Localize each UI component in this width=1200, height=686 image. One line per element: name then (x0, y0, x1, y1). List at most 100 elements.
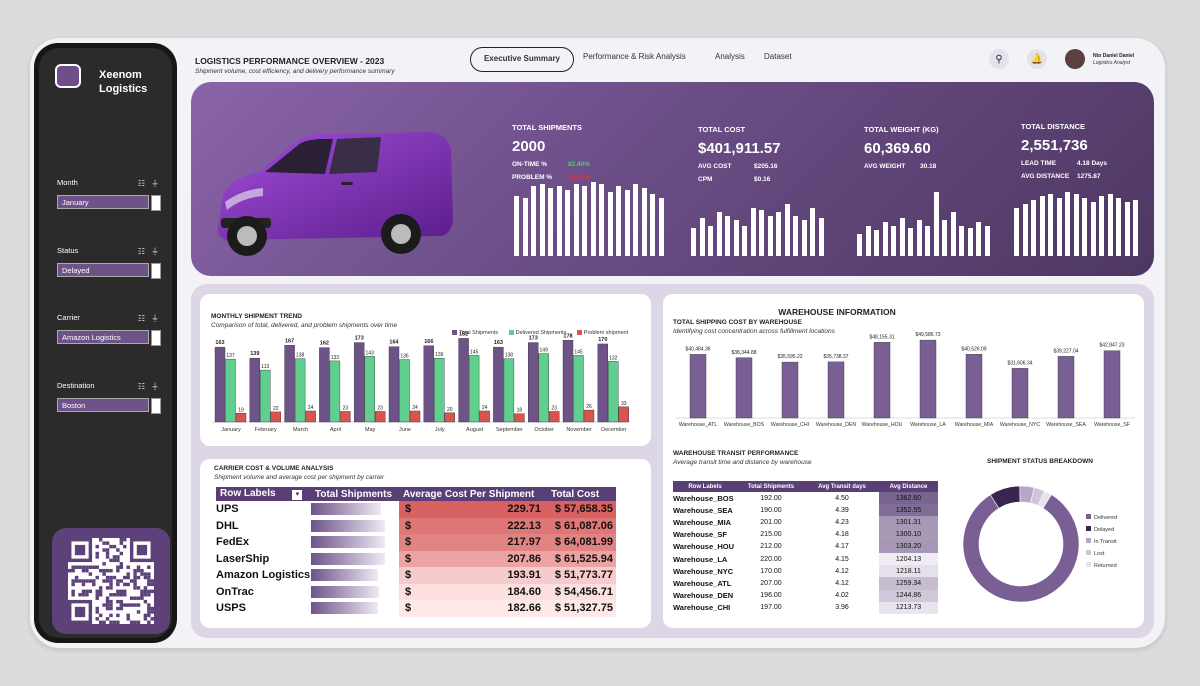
tab-analysis[interactable]: Analysis (715, 52, 745, 61)
scrollbar[interactable] (151, 195, 161, 211)
qr-module (126, 572, 130, 576)
slicer-item[interactable]: Delayed (57, 263, 149, 277)
bar-warehouse-cost (735, 357, 753, 419)
van-image (217, 132, 453, 256)
sidebar-panel: Xeenom Logistics Month ☷⏚ January Status ☷… (39, 48, 172, 638)
search-button[interactable]: ⚲ (989, 49, 1009, 69)
slicer-item[interactable]: Amazon Logistics (57, 330, 149, 344)
qr-module (98, 538, 103, 542)
column-header: Total Shipments (311, 487, 399, 501)
qr-module (109, 620, 113, 624)
qr-module (116, 582, 120, 587)
data-bar (311, 552, 385, 565)
data-label: 139 (250, 351, 259, 357)
multi-select-icon[interactable]: ☷ (137, 247, 151, 256)
clear-filter-icon[interactable]: ⏚ (151, 179, 165, 188)
qr-module (109, 599, 113, 604)
table-row[interactable]: Warehouse_SEA 190.00 4.39 1352.55 (673, 504, 938, 517)
data-label: 26 (586, 404, 592, 410)
multi-select-icon[interactable]: ☷ (137, 179, 151, 188)
filter-dropdown-icon[interactable]: ▾ (292, 490, 303, 500)
clear-filter-icon[interactable]: ⏚ (151, 247, 165, 256)
bar-total-shipments (423, 345, 435, 423)
slicer-item[interactable]: Boston (57, 398, 149, 412)
filter-status: Status ☷⏚ Delayed (57, 246, 165, 279)
bar-warehouse-cost (1057, 356, 1075, 419)
table-row[interactable]: Warehouse_ATL 207.00 4.12 1259.34 (673, 577, 938, 590)
qr-code (52, 528, 170, 634)
bar-problem-shipment (374, 411, 386, 423)
scrollbar[interactable] (151, 330, 161, 346)
table-row[interactable]: Warehouse_HOU 212.00 4.17 1303.20 (673, 540, 938, 553)
table-row[interactable]: OnTrac $184.60 $ 54,456.71 (216, 583, 616, 600)
table-row[interactable]: Warehouse_MIA 201.00 4.23 1301.31 (673, 516, 938, 529)
clear-filter-icon[interactable]: ⏚ (151, 314, 165, 323)
shipments-value: 190.00 (760, 506, 782, 514)
legend-item: Lost (1086, 548, 1117, 560)
sparkline-bar (548, 188, 553, 256)
qr-module (78, 565, 82, 569)
qr-module (133, 596, 137, 600)
qr-module (123, 582, 127, 587)
problem-value: 13.60% (568, 174, 591, 181)
multi-select-icon[interactable]: ☷ (137, 382, 151, 391)
qr-module (105, 599, 110, 604)
qr-module (126, 565, 130, 569)
bar-total-shipments (493, 346, 504, 423)
data-label: 139 (435, 352, 444, 358)
table-row[interactable]: Warehouse_BOS 192.00 4.50 1362.60 (673, 492, 938, 505)
qr-module (119, 606, 124, 611)
table-row[interactable]: USPS $182.66 $ 51,327.75 (216, 600, 616, 617)
qr-module (143, 617, 148, 621)
qr-module (143, 589, 148, 594)
qr-module (95, 617, 99, 621)
qr-module (150, 606, 154, 611)
transit-days-value: 4.50 (835, 494, 849, 502)
table-row[interactable]: Warehouse_SF 215.00 4.18 1300.10 (673, 528, 938, 541)
multi-select-icon[interactable]: ☷ (137, 314, 151, 323)
tab-performance-risk[interactable]: Performance & Risk Analysis (583, 52, 686, 61)
table-row[interactable]: Amazon Logistics $193.91 $ 51,773.77 (216, 567, 616, 584)
tick-label: November (566, 427, 592, 433)
tab-dataset[interactable]: Dataset (764, 52, 792, 61)
bar-total-shipments (597, 343, 608, 423)
avatar[interactable] (1065, 49, 1085, 69)
qr-module (95, 596, 99, 600)
table-row[interactable]: Warehouse_NYC 170.00 4.12 1218.11 (673, 565, 938, 578)
qr-finder-core (74, 606, 86, 618)
data-bar (311, 585, 380, 598)
legend-total: Total Shipments (452, 330, 498, 336)
shipments-value: 196.00 (760, 592, 782, 600)
column-header[interactable]: Row Labels (673, 481, 737, 492)
qr-module (105, 541, 110, 545)
slicer-item[interactable]: January (57, 195, 149, 209)
table-row[interactable]: LaserShip $207.86 $ 61,525.94 (216, 550, 616, 567)
clear-filter-icon[interactable]: ⏚ (151, 382, 165, 391)
table-row[interactable]: Warehouse_DEN 196.00 4.02 1244.86 (673, 589, 938, 602)
sparkline-bar (810, 208, 815, 256)
table-row[interactable]: Warehouse_LA 220.00 4.15 1204.13 (673, 552, 938, 566)
qr-module (88, 579, 93, 583)
scrollbar[interactable] (151, 263, 161, 279)
qr-module (116, 613, 120, 618)
bar-delivered-shipments (364, 356, 375, 423)
table-row[interactable]: FedEx $217.97 $ 64,081.99 (216, 534, 616, 551)
qr-module (116, 620, 120, 624)
table-row[interactable]: UPS $229.71 $ 57,658.35 (216, 501, 616, 518)
scrollbar[interactable] (151, 398, 161, 414)
qr-module (133, 575, 137, 580)
chart-legend: Total Shipments Delivered Shipments Prob… (446, 322, 628, 340)
table-row[interactable]: Warehouse_CHI 197.00 3.96 1213.73 (673, 601, 938, 614)
legend-label: Total Shipments (459, 329, 499, 336)
section-title: CARRIER COST & VOLUME ANALYSIS (214, 465, 334, 472)
kpi-title: TOTAL COST (698, 125, 746, 134)
column-header[interactable]: Row Labels ▾ (216, 487, 311, 501)
warehouse-name: Warehouse_HOU (673, 542, 734, 552)
sparkline-bar (1022, 204, 1028, 256)
notification-button[interactable]: 🔔 (1027, 49, 1047, 69)
table-row[interactable]: DHL $222.13 $ 61,087.06 (216, 517, 616, 534)
qr-module (116, 606, 120, 611)
column-header: Avg Transit days (805, 481, 879, 492)
sparkline-bar (573, 184, 579, 256)
tab-executive-summary[interactable]: Executive Summary (470, 47, 574, 72)
